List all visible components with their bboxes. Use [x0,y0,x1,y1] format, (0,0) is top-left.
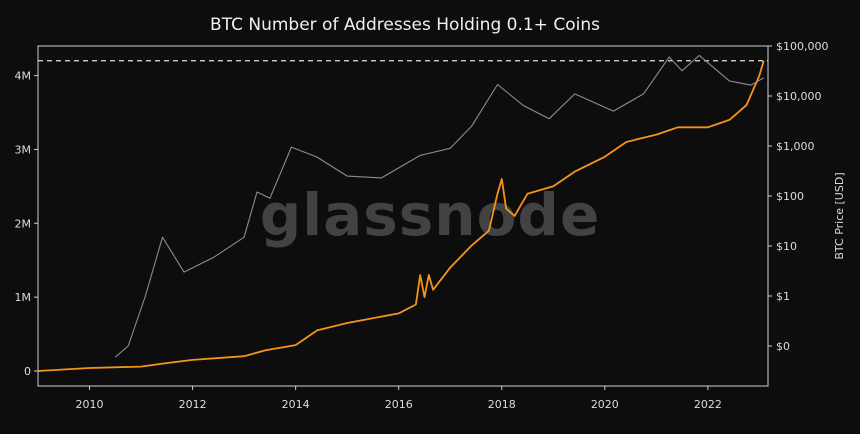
left-tick-label: 3M [15,143,32,156]
price-line [114,54,764,358]
left-tick-label: 1M [15,291,32,304]
x-axis: 2010 2012 2014 2016 2018 2020 2022 [76,386,722,411]
right-tick-label: $10,000 [776,90,822,103]
x-tick-label: 2016 [385,398,413,411]
x-tick-label: 2020 [591,398,619,411]
left-tick-label: 2M [15,217,32,230]
right-tick-label: $1,000 [776,140,815,153]
right-tick-label: $100 [776,190,804,203]
left-tick-label: 4M [15,70,32,83]
right-axis: $0 $1 $10 $100 $1,000 $10,000 $100,000 [768,40,829,353]
plot-area [37,54,768,372]
left-tick-label: 0 [24,365,31,378]
right-tick-label: $1 [776,290,790,303]
right-tick-label: $10 [776,240,797,253]
right-tick-label: $0 [776,340,790,353]
right-tick-label: $100,000 [776,40,829,53]
x-tick-label: 2012 [179,398,207,411]
left-axis: 0 1M 2M 3M 4M [15,70,38,378]
addresses-line [37,60,765,372]
plot-frame [37,45,769,387]
x-tick-label: 2014 [282,398,310,411]
x-tick-label: 2010 [76,398,104,411]
x-tick-label: 2018 [488,398,516,411]
chart-title: BTC Number of Addresses Holding 0.1+ Coi… [210,15,600,35]
x-tick-label: 2022 [694,398,722,411]
right-axis-label: BTC Price [USD] [833,172,846,259]
watermark: glassnode [260,181,601,249]
